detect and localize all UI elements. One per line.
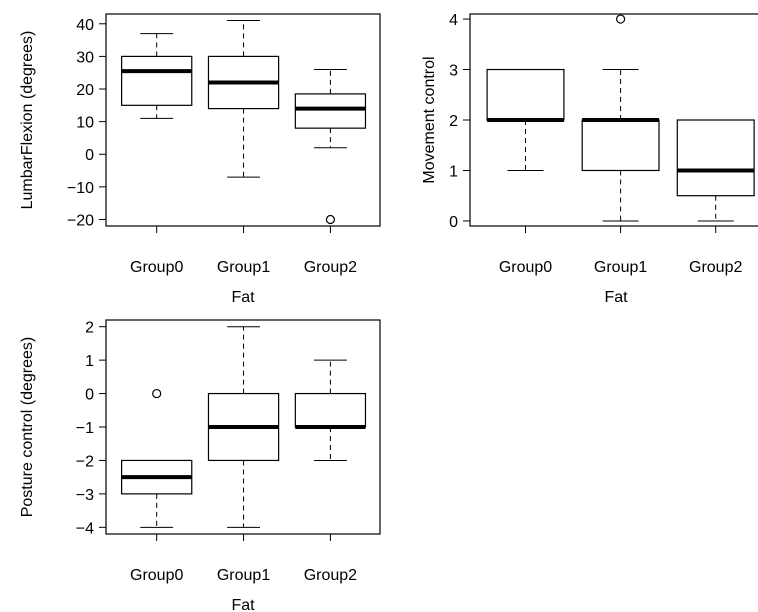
chart-panel-1: −20 −10 0 10 20 30 40 Group0 Group1 Group2 Fat Lumb… [19,13,381,306]
box-group2 [676,119,755,222]
x-tick-label: Group1 [594,259,647,276]
x-tick-label: Group2 [304,259,357,276]
x-tick-label: Group2 [689,259,742,276]
y-axis-title: LumbarFlexion (degrees) [19,31,36,210]
box-group2 [294,68,367,225]
y-tick-label: −10 [67,180,94,197]
plot-frame [105,13,381,227]
x-tick-label: Group2 [304,567,357,584]
box-group1 [207,326,280,528]
y-tick-label: −3 [76,487,94,504]
x-axis-title: Fat [231,597,255,612]
y-tick-label: 40 [76,17,94,34]
y-tick-label: 30 [76,49,94,66]
x-tick-label: Group0 [130,259,183,276]
box-group1 [207,20,280,178]
chart-panel-3: −4 −3 −2 −1 0 1 2 Group0 Group1 Group2 Fat Posture … [19,319,381,612]
box-group0 [486,68,565,171]
y-tick-label: 2 [85,320,94,337]
y-tick-label: 1 [85,353,94,370]
box-iqr [676,119,755,197]
box-iqr [121,55,193,106]
box-group2 [294,359,367,461]
y-tick-label: 3 [449,63,458,80]
y-tick-label: −2 [76,453,94,470]
y-tick-label: 2 [449,113,458,130]
y-tick-label: −20 [67,212,94,229]
outlier-point [325,214,336,225]
y-tick-label: 1 [449,163,458,180]
y-tick-label: 4 [449,12,458,29]
y-tick-label: 0 [85,387,94,404]
box-group0 [121,33,193,119]
x-tick-label: Group0 [130,567,183,584]
box-iqr [294,392,367,428]
box-group0 [121,388,193,528]
y-axis-title: Posture control (degrees) [19,337,36,518]
chart-panel-2: 0 1 2 3 4 Group0 Group1 Group2 Fat Movement contr… [421,12,758,306]
y-tick-label: 0 [449,214,458,231]
y-axis-title: Movement control [421,56,438,183]
x-tick-label: Group1 [217,567,270,584]
x-axis-title: Fat [231,289,255,306]
y-tick-label: −4 [76,520,94,537]
x-tick-label: Group1 [217,259,270,276]
x-tick-label: Group0 [499,259,552,276]
outlier-point [152,388,162,399]
box-group1 [581,14,660,222]
y-tick-label: 20 [76,82,94,99]
y-tick-label: 10 [76,115,94,132]
y-tick-label: −1 [76,420,94,437]
x-axis-title: Fat [604,289,628,306]
box-iqr [581,119,660,172]
outlier-point [615,14,626,24]
box-iqr [294,93,367,129]
box-iqr [486,68,565,121]
y-tick-label: 0 [85,147,94,164]
